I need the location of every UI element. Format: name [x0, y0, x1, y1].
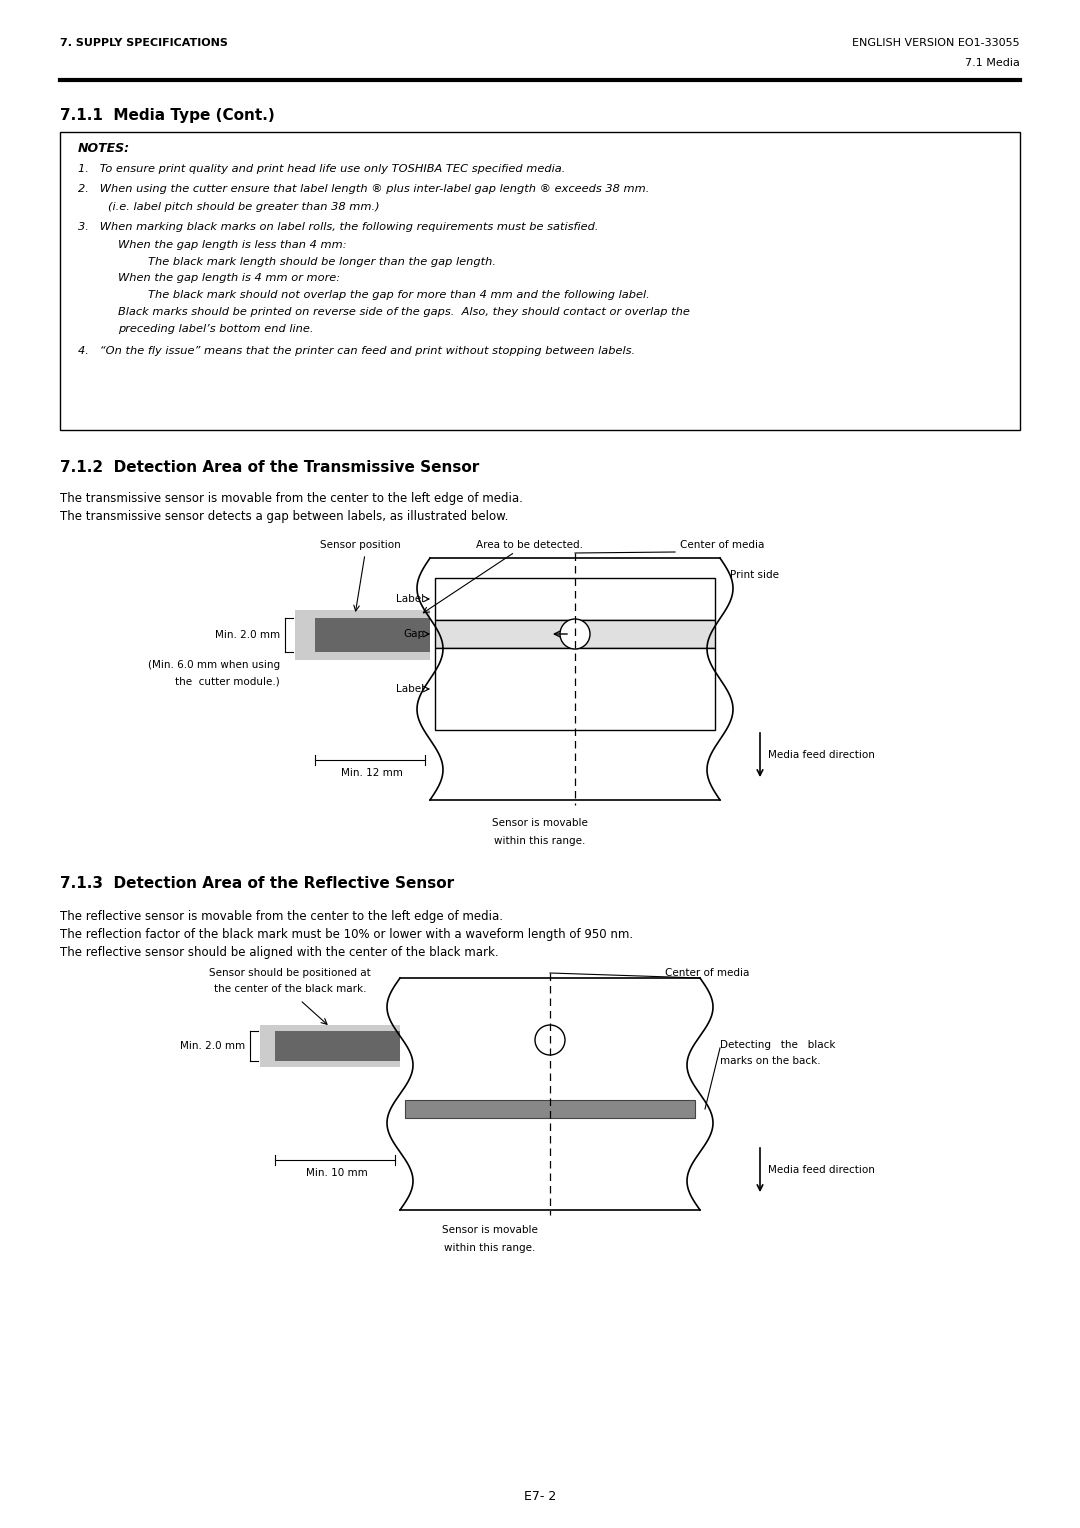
Text: Area to be detected.: Area to be detected. — [476, 539, 583, 550]
Bar — [315, 617, 430, 652]
Text: E7- 2: E7- 2 — [524, 1490, 556, 1504]
Text: marks on the back.: marks on the back. — [720, 1056, 821, 1067]
Text: 7.1 Media: 7.1 Media — [966, 58, 1020, 69]
Text: When the gap length is less than 4 mm:: When the gap length is less than 4 mm: — [118, 240, 347, 251]
Text: Center of media: Center of media — [680, 539, 765, 550]
Text: The black mark should not overlap the gap for more than 4 mm and the following l: The black mark should not overlap the ga… — [148, 290, 650, 299]
Text: Min. 2.0 mm: Min. 2.0 mm — [180, 1041, 245, 1051]
Text: 7.1.2  Detection Area of the Transmissive Sensor: 7.1.2 Detection Area of the Transmissive… — [60, 460, 480, 475]
Text: preceding label’s bottom end line.: preceding label’s bottom end line. — [118, 324, 313, 335]
Text: Detecting   the   black: Detecting the black — [720, 1041, 836, 1050]
Text: The black mark length should be longer than the gap length.: The black mark length should be longer t… — [148, 257, 496, 267]
Text: within this range.: within this range. — [495, 836, 585, 847]
Text: 3.   When marking black marks on label rolls, the following requirements must be: 3. When marking black marks on label rol… — [78, 222, 598, 232]
Text: Sensor should be positioned at: Sensor should be positioned at — [210, 969, 370, 978]
Bar — [275, 1031, 400, 1060]
Text: Sensor is movable: Sensor is movable — [442, 1225, 538, 1235]
Text: Label: Label — [396, 685, 424, 694]
Text: Gap: Gap — [403, 630, 424, 639]
Text: Min. 10 mm: Min. 10 mm — [306, 1167, 368, 1178]
Text: the center of the black mark.: the center of the black mark. — [214, 984, 366, 995]
Text: Center of media: Center of media — [665, 969, 750, 978]
Text: 7.1.3  Detection Area of the Reflective Sensor: 7.1.3 Detection Area of the Reflective S… — [60, 876, 454, 891]
Text: 7.1.1  Media Type (Cont.): 7.1.1 Media Type (Cont.) — [60, 108, 274, 122]
Text: The reflective sensor should be aligned with the center of the black mark.: The reflective sensor should be aligned … — [60, 946, 499, 960]
Bar — [60, 131, 1020, 429]
Text: within this range.: within this range. — [444, 1242, 536, 1253]
Text: ENGLISH VERSION EO1-33055: ENGLISH VERSION EO1-33055 — [852, 38, 1020, 47]
Bar — [435, 648, 715, 730]
Text: Media feed direction: Media feed direction — [768, 1164, 875, 1175]
Text: Media feed direction: Media feed direction — [768, 750, 875, 759]
Text: 7. SUPPLY SPECIFICATIONS: 7. SUPPLY SPECIFICATIONS — [60, 38, 228, 47]
Text: NOTES:: NOTES: — [78, 142, 130, 154]
Text: The transmissive sensor detects a gap between labels, as illustrated below.: The transmissive sensor detects a gap be… — [60, 510, 509, 523]
Text: Min. 12 mm: Min. 12 mm — [341, 769, 403, 778]
Text: Sensor position: Sensor position — [320, 539, 401, 550]
Bar — [435, 620, 715, 648]
Text: (i.e. label pitch should be greater than 38 mm.): (i.e. label pitch should be greater than… — [108, 202, 380, 212]
Text: 2.   When using the cutter ensure that label length ® plus inter-label gap lengt: 2. When using the cutter ensure that lab… — [78, 183, 649, 194]
Bar — [260, 1025, 400, 1067]
Text: When the gap length is 4 mm or more:: When the gap length is 4 mm or more: — [118, 274, 340, 283]
Text: (Min. 6.0 mm when using: (Min. 6.0 mm when using — [148, 660, 280, 669]
Circle shape — [535, 1025, 565, 1054]
Text: The reflection factor of the black mark must be 10% or lower with a waveform len: The reflection factor of the black mark … — [60, 927, 633, 941]
Text: 4.   “On the fly issue” means that the printer can feed and print without stoppi: 4. “On the fly issue” means that the pri… — [78, 345, 635, 356]
Text: Sensor is movable: Sensor is movable — [492, 817, 588, 828]
Text: The reflective sensor is movable from the center to the left edge of media.: The reflective sensor is movable from th… — [60, 911, 503, 923]
Text: The transmissive sensor is movable from the center to the left edge of media.: The transmissive sensor is movable from … — [60, 492, 523, 504]
Text: Label: Label — [396, 594, 424, 604]
Bar — [405, 1100, 696, 1118]
Text: Min. 2.0 mm: Min. 2.0 mm — [215, 630, 280, 640]
Text: the  cutter module.): the cutter module.) — [175, 675, 280, 686]
Bar — [435, 578, 715, 620]
Text: 1.   To ensure print quality and print head life use only TOSHIBA TEC specified : 1. To ensure print quality and print hea… — [78, 163, 565, 174]
Text: Black marks should be printed on reverse side of the gaps.  Also, they should co: Black marks should be printed on reverse… — [118, 307, 690, 316]
Circle shape — [561, 619, 590, 649]
Text: Print side: Print side — [730, 570, 779, 581]
Bar — [295, 610, 430, 660]
